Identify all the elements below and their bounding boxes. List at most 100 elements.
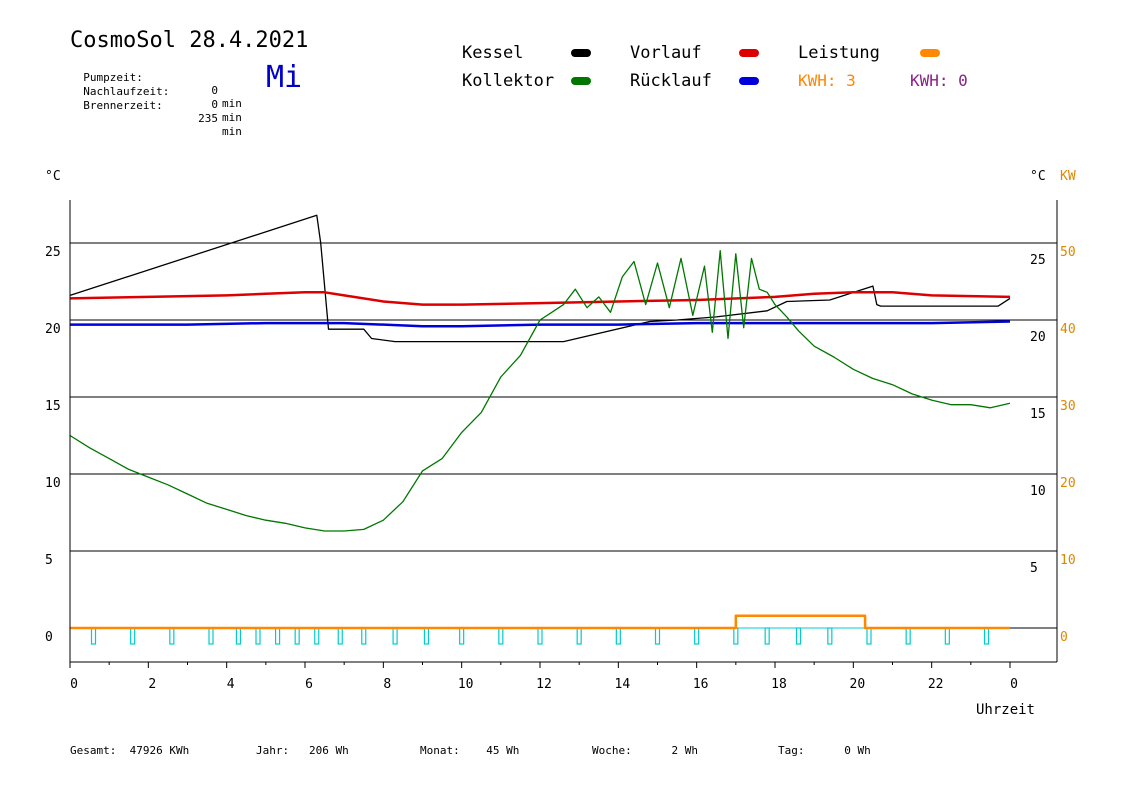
pump-pulse <box>866 627 872 645</box>
weekday-label: Mi <box>266 60 303 95</box>
info-row-pumpzeit: Pumpzeit: 0 min <box>70 58 242 110</box>
legend-swatch-kollektor <box>571 77 591 85</box>
pump-pulse <box>337 627 343 645</box>
axis-layer <box>69 200 1058 668</box>
y-right-temp-tick-label: 10 <box>1030 484 1046 499</box>
temperature-chart: 0 2 4 6 8 10 12 14 16 18 20 22 0Uhrzeit2520151050°C2… <box>45 169 1076 718</box>
pump-pulse <box>459 627 465 645</box>
pump-pulse <box>905 627 911 645</box>
x-tick-label: 4 <box>227 677 235 692</box>
pump-pulse <box>694 627 700 645</box>
pump-pulse <box>90 627 97 645</box>
info-unit: min <box>222 97 242 110</box>
pump-pulse <box>944 627 950 645</box>
pump-pulse <box>498 627 504 645</box>
pump-pulse <box>423 627 430 645</box>
footer-gesamt: Gesamt: 47926 KWh <box>70 744 190 757</box>
footer-jahr: Jahr: 206 Wh <box>256 744 349 757</box>
y-right-temp-tick-label: 15 <box>1030 407 1046 422</box>
x-tick-label: 14 <box>615 677 631 692</box>
info-row-nachlaufzeit: Nachlaufzeit: 0 min <box>70 72 242 124</box>
series-line-kollektor <box>69 250 1011 532</box>
pump-pulse <box>733 627 739 645</box>
pump-pulse <box>576 627 582 645</box>
x-tick-label: 16 <box>693 677 709 692</box>
footer-woche: Woche: 2 Wh <box>592 744 698 757</box>
x-tick-label: 8 <box>383 677 391 692</box>
legend-swatch-ruecklauf <box>739 77 759 85</box>
y-right-temp-tick-label: 25 <box>1030 253 1046 268</box>
y-right-power-tick-label: 30 <box>1060 399 1076 414</box>
legend-item-vorlauf: Vorlauf <box>630 43 702 63</box>
y-left-tick-label: 10 <box>45 476 61 491</box>
y-left-tick-label: 25 <box>45 245 61 260</box>
y-left-unit: °C <box>45 169 61 184</box>
info-unit: min <box>222 125 242 138</box>
pump-pulse <box>615 627 621 645</box>
series-line-leistung <box>70 614 1010 630</box>
legend-item-ruecklauf: Rücklauf <box>630 71 712 91</box>
info-value: 0 <box>211 98 218 111</box>
pump-pulse <box>274 627 281 645</box>
y-left-tick-label: 0 <box>45 630 53 645</box>
x-tick-label: 10 <box>458 677 474 692</box>
y-right-power-tick-label: 50 <box>1060 245 1076 260</box>
y-right-temp-tick-label: 20 <box>1030 330 1046 345</box>
pump-pulse <box>294 627 300 645</box>
x-tick-label: 20 <box>850 677 866 692</box>
legend-item-leistung: Leistung <box>798 43 880 63</box>
y-right-temp-tick-label: 5 <box>1030 561 1038 576</box>
info-value: 235 <box>198 112 218 125</box>
x-tick-label: 2 <box>148 677 156 692</box>
legend-swatch-kessel <box>571 49 591 57</box>
pump-pulse <box>361 627 367 645</box>
info-label: Pumpzeit: <box>83 71 143 84</box>
pump-pulse <box>208 627 214 645</box>
label-layer: 0 2 4 6 8 10 12 14 16 18 20 22 0Uhrzeit2520151050°C2… <box>45 169 1076 718</box>
x-tick-label: 0 <box>1010 677 1018 692</box>
series-line-kessel <box>69 214 1011 343</box>
legend-item-kessel: Kessel <box>462 43 524 63</box>
footer-monat: Monat: 45 Wh <box>420 744 520 757</box>
legend-swatch-vorlauf <box>739 49 759 57</box>
x-tick-label: 12 <box>536 677 552 692</box>
pump-pulse <box>255 627 261 645</box>
pump-pulse <box>392 627 398 645</box>
y-right-temp-unit: °C <box>1030 169 1046 184</box>
kwh-value-1: KWH: 3 <box>798 71 856 90</box>
x-tick-label: 18 <box>771 677 787 692</box>
y-left-tick-label: 5 <box>45 553 53 568</box>
grid-layer <box>70 242 1057 629</box>
info-row-brennerzeit: Brennerzeit: 235 min <box>70 86 242 138</box>
info-value: 0 <box>211 84 218 97</box>
y-left-tick-label: 20 <box>45 322 61 337</box>
pump-pulse <box>314 627 320 645</box>
x-tick-label: 22 <box>928 677 944 692</box>
x-tick-label: 0 <box>70 677 78 692</box>
x-axis-title: Uhrzeit <box>976 702 1035 718</box>
pump-pulse <box>130 627 136 645</box>
pump-pulse <box>827 627 833 645</box>
kwh-value-2: KWH: 0 <box>910 71 968 90</box>
x-tick-label: 6 <box>305 677 313 692</box>
series-line-vorlauf <box>69 291 1011 306</box>
pump-pulse <box>537 627 543 645</box>
y-left-tick-label: 15 <box>45 399 61 414</box>
pump-pulse <box>654 627 661 645</box>
page-title: CosmoSol 28.4.2021 <box>70 28 309 53</box>
series-layer <box>69 214 1011 645</box>
legend-swatch-leistung <box>920 49 940 57</box>
pump-pulse <box>983 627 990 645</box>
y-right-power-tick-label: 10 <box>1060 553 1076 568</box>
y-right-power-tick-label: 40 <box>1060 322 1076 337</box>
y-right-power-tick-label: 20 <box>1060 476 1076 491</box>
pump-pulse <box>169 627 175 645</box>
pump-pulse <box>235 627 242 645</box>
y-right-power-unit: KW <box>1060 169 1076 184</box>
legend-item-kollektor: Kollektor <box>462 71 555 91</box>
info-label: Nachlaufzeit: <box>83 85 170 98</box>
footer-tag: Tag: 0 Wh <box>778 744 871 757</box>
series-line-ruecklauf <box>70 320 1011 328</box>
pump-pulse <box>764 627 770 645</box>
info-unit: min <box>222 111 242 124</box>
